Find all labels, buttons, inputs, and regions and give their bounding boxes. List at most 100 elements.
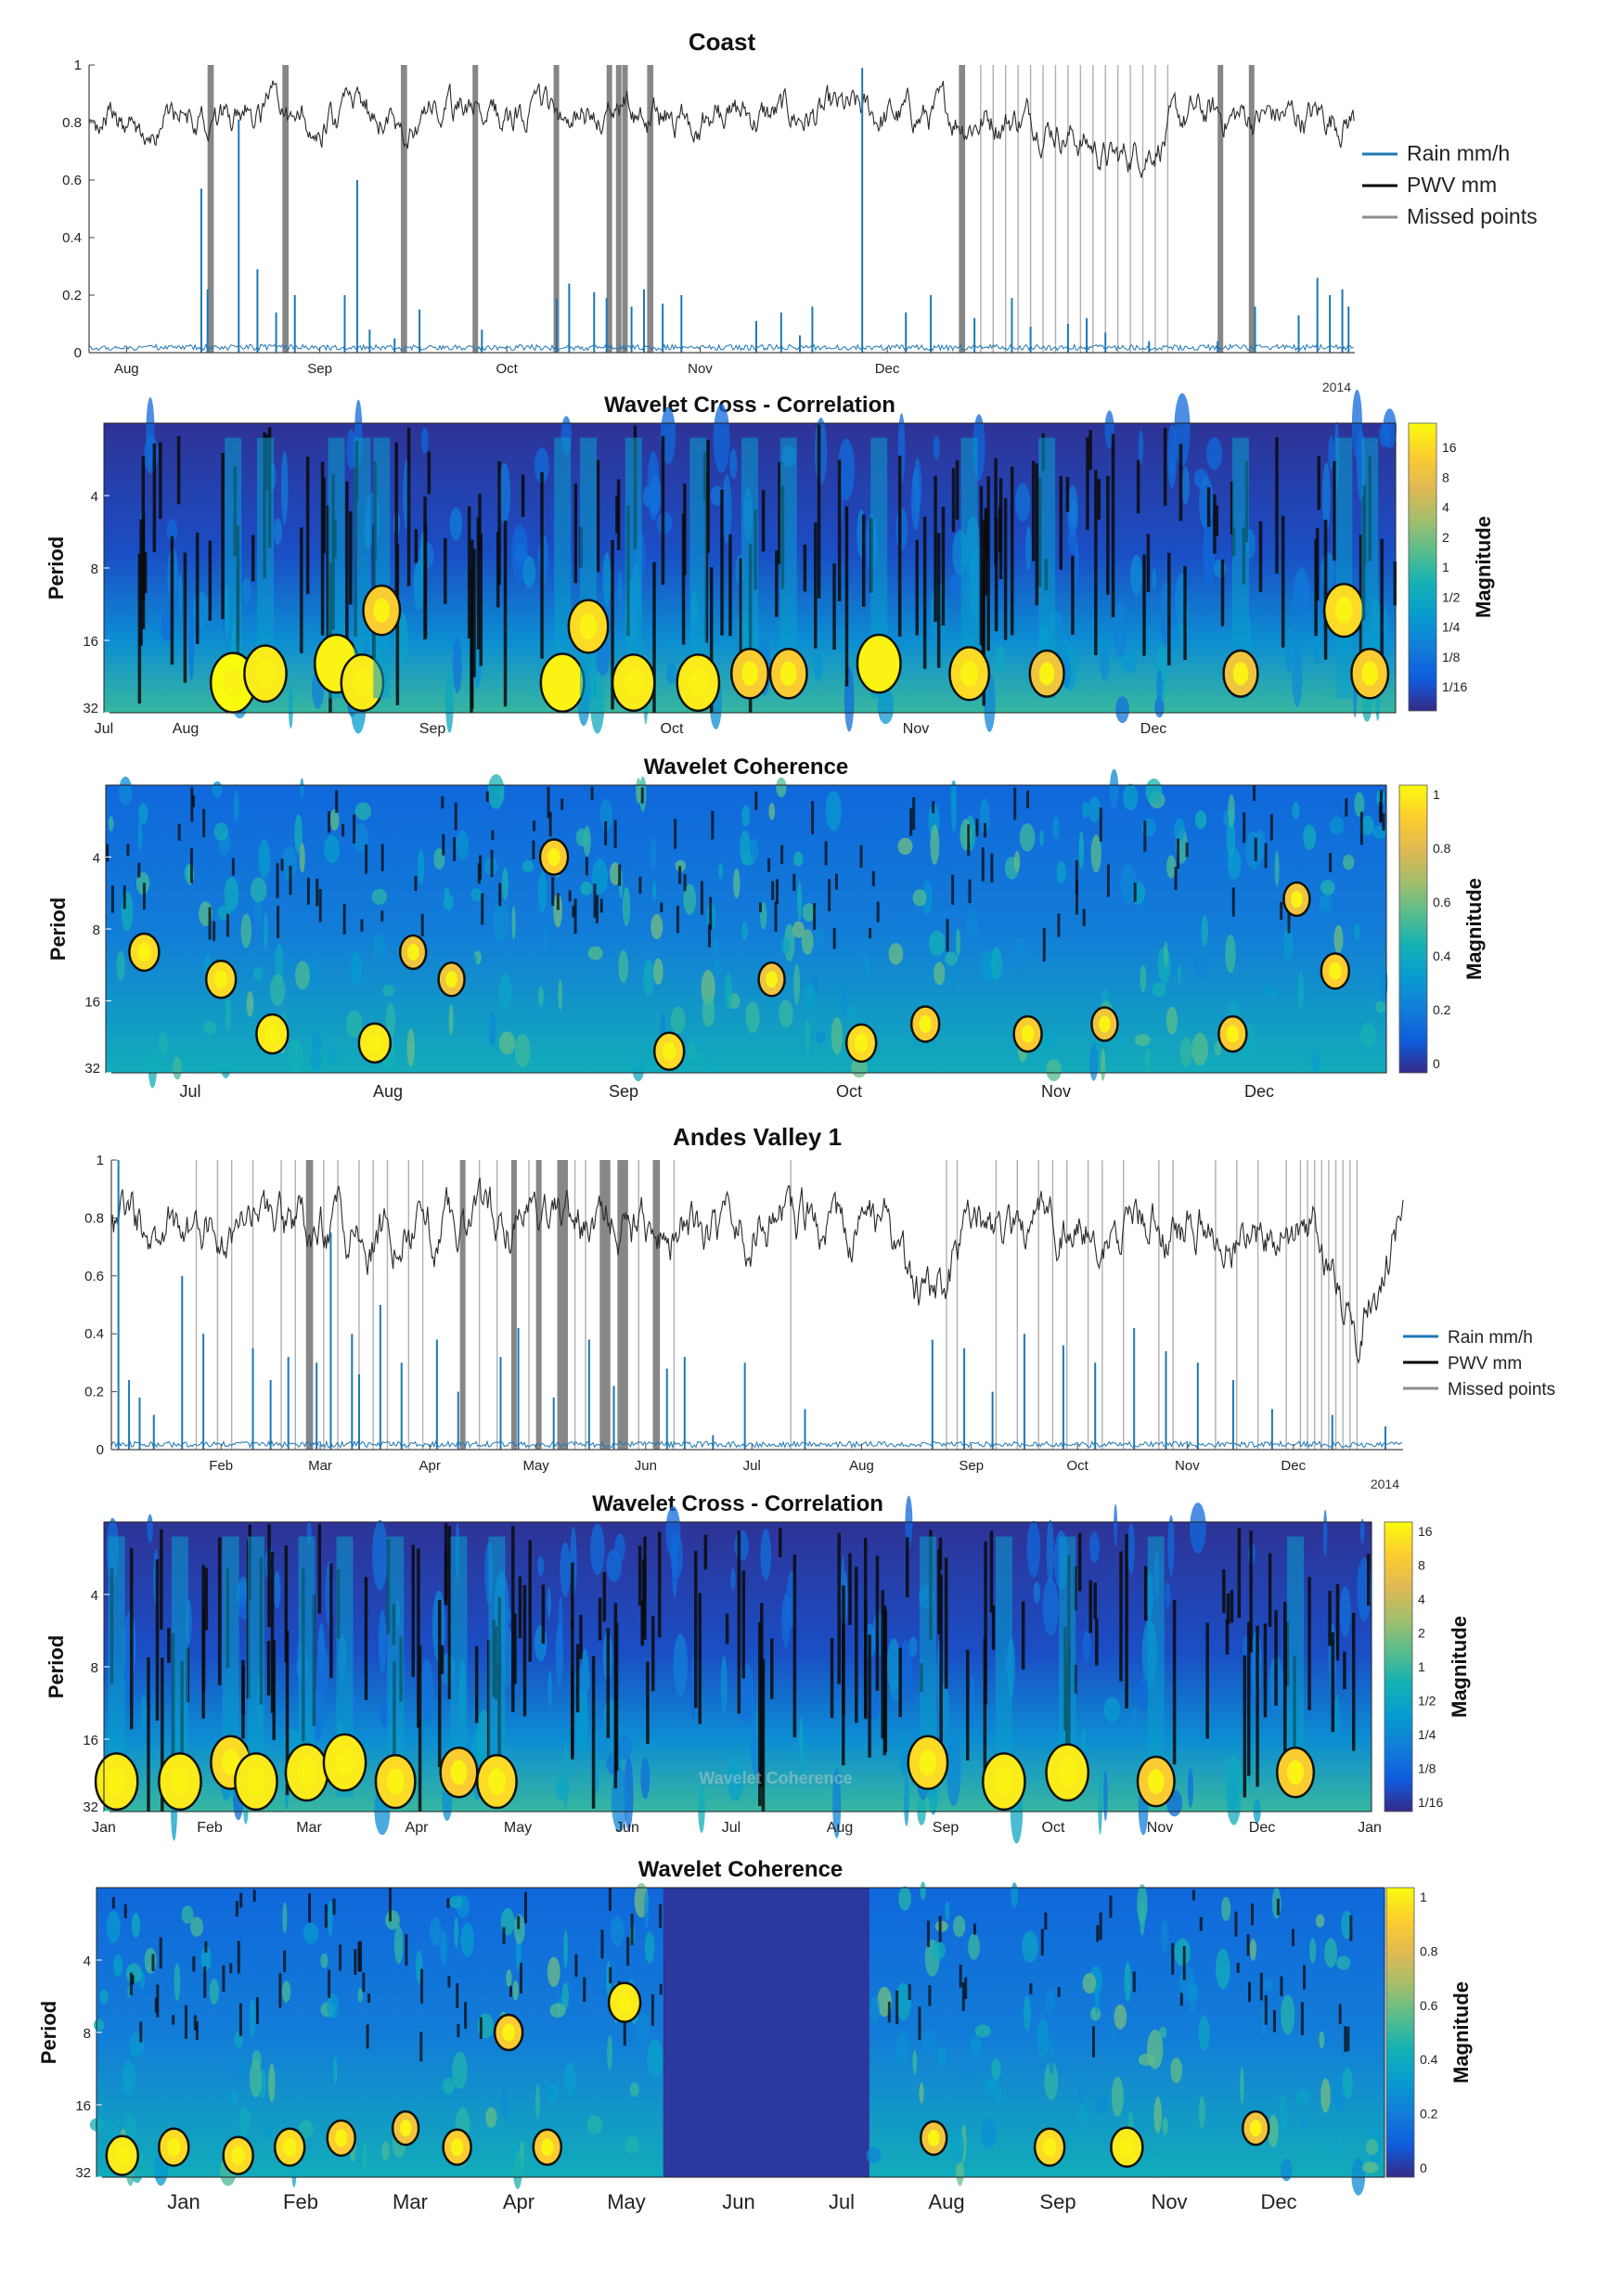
wavelet-blob <box>89 2118 105 2132</box>
phase-arrow-streak <box>126 844 130 856</box>
phase-arrow-streak <box>1247 1621 1251 1776</box>
phase-arrow-streak <box>908 1984 911 2001</box>
colorbar <box>1408 422 1437 712</box>
hotspot-column <box>247 1536 264 1798</box>
y-tick-label: 16 <box>83 634 98 650</box>
wavelet-blob <box>144 434 159 474</box>
missed-point-line <box>1158 1160 1160 1450</box>
wavelet-blob <box>1156 668 1163 704</box>
missed-point-line <box>230 1160 233 1450</box>
wavelet-blob <box>1165 1581 1171 1608</box>
x-tick-label: Jul <box>829 2190 855 2213</box>
phase-arrow-streak <box>328 811 331 833</box>
phase-arrow-streak <box>478 494 482 551</box>
wavelet-blob <box>1100 633 1110 682</box>
phase-arrow-streak <box>427 451 431 495</box>
phase-arrow-streak <box>1075 860 1078 895</box>
phase-arrow-streak <box>1281 515 1285 648</box>
phase-arrow-streak <box>345 481 349 638</box>
hotspot-column <box>625 437 642 699</box>
wavelet-blob <box>511 905 516 940</box>
phase-arrow-streak <box>300 527 303 653</box>
phase-arrow-streak <box>1132 1971 1136 1993</box>
wavelet-blob <box>922 881 933 916</box>
y-tick-label: 32 <box>75 2165 91 2181</box>
wavelet-blob <box>158 1032 169 1056</box>
colorbar-tick-label: 0.6 <box>1420 1998 1438 2013</box>
hotspot-core <box>450 2138 464 2157</box>
phase-arrow-streak <box>979 485 984 646</box>
wavelet-blob <box>324 835 340 864</box>
phase-arrow-streak <box>871 871 875 887</box>
wavelet-blob <box>354 802 372 820</box>
wavelet-blob <box>1033 1581 1041 1604</box>
wavelet-blob <box>549 2003 566 2019</box>
phase-arrow-streak <box>706 440 710 553</box>
y-tick-label: 32 <box>83 701 98 716</box>
phase-arrow-streak <box>367 1993 371 2004</box>
wavelet-blob <box>799 1717 804 1789</box>
wavelet-blob <box>489 1011 496 1047</box>
wavelet-blob <box>1100 1049 1106 1081</box>
hotspot-core <box>919 1014 932 1033</box>
wavelet-blob <box>558 1596 563 1654</box>
x-tick-label: May <box>522 1458 549 1474</box>
wavelet-blob <box>1067 525 1077 554</box>
wavelet-blob <box>138 803 148 825</box>
x-tick-label: Dec <box>875 361 900 377</box>
wavelet-blob <box>288 685 293 729</box>
phase-arrow-streak <box>285 1630 290 1796</box>
colorbar-tick-label: 0.2 <box>1420 2107 1438 2122</box>
wavelet-blob <box>1115 696 1129 724</box>
phase-arrow-streak <box>1315 528 1320 601</box>
phase-arrow-streak <box>167 1627 171 1663</box>
wavelet-blob <box>1123 783 1139 811</box>
phase-arrow-streak <box>1226 1593 1230 1625</box>
hotspot-core <box>450 1760 468 1786</box>
wavelet-blob <box>452 637 462 694</box>
phase-arrow-streak <box>238 2003 242 2037</box>
hotspot-core <box>624 668 643 697</box>
missed-point-line <box>1037 1160 1039 1450</box>
hotspot-column <box>298 1536 316 1798</box>
wavelet-blob <box>895 2031 910 2070</box>
phase-arrow-streak <box>551 876 555 906</box>
wavelet-blob <box>512 2151 522 2189</box>
phase-arrow-streak <box>1234 1911 1238 1937</box>
phase-arrow-streak <box>1359 811 1363 845</box>
x-tick-label: Jun <box>635 1458 657 1474</box>
missed-point-line <box>573 1160 576 1450</box>
wavelet-blob <box>797 881 803 922</box>
wavelet-blob <box>614 1533 625 1563</box>
wavelet-blob <box>640 1758 650 1799</box>
phase-arrow-streak <box>1093 1582 1097 1619</box>
hotspot-column <box>1147 1536 1165 1798</box>
phase-arrow-streak <box>915 539 919 636</box>
hotspot-column <box>580 437 597 699</box>
wavelet-blob <box>1015 483 1031 522</box>
wavelet-blob <box>1225 1753 1243 1825</box>
missed-point-gap <box>282 65 290 353</box>
phase-arrow-streak <box>202 808 206 838</box>
wavelet-blob <box>456 830 469 860</box>
phase-arrow-streak <box>638 1545 642 1606</box>
phase-arrow-streak <box>147 1657 150 1812</box>
phase-arrow-streak <box>711 810 715 840</box>
wavelet-blob <box>258 839 271 880</box>
wavelet-blob <box>1174 393 1191 467</box>
wavelet-blob <box>300 778 304 798</box>
phase-arrow-streak <box>276 863 279 898</box>
wavelet-blob <box>912 2049 918 2075</box>
wavelet-blob <box>1206 437 1223 471</box>
phase-arrow-streak <box>571 1664 574 1760</box>
phase-arrow-streak <box>660 902 663 912</box>
wavelet-blob <box>970 2035 982 2055</box>
colorbar-tick-label: 1/4 <box>1442 620 1461 635</box>
phase-arrow-streak <box>139 519 143 646</box>
wavelet-blob <box>440 1929 447 1967</box>
wavelet-blob <box>932 1941 947 1960</box>
wavelet-blob <box>1178 964 1182 984</box>
phase-arrow-streak <box>137 553 142 704</box>
hotspot-core <box>1287 1760 1304 1786</box>
colorbar-tick-label: 0.4 <box>1420 2052 1438 2067</box>
